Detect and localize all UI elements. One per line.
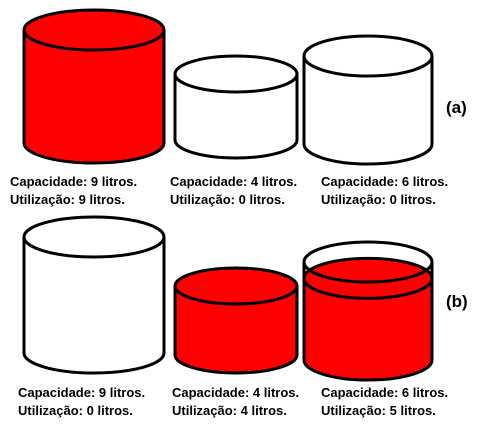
- cylinder-outline: [302, 262, 434, 382]
- caption-b2: Capacidade: 4 litros. Utilização: 4 litr…: [172, 384, 299, 420]
- usage-text: Utilização: 0 litros.: [170, 192, 285, 207]
- cylinder-outline: [22, 30, 166, 165]
- usage-text: Utilização: 9 litros.: [10, 192, 125, 207]
- capacity-text: Capacidade: 6 litros.: [321, 174, 449, 189]
- cylinder-outline: [173, 74, 299, 160]
- caption-b1: Capacidade: 9 litros. Utilização: 0 litr…: [18, 384, 145, 420]
- cylinder-body: [175, 56, 297, 158]
- container-b1: [22, 215, 166, 375]
- usage-text: Utilização: 0 litros.: [321, 192, 436, 207]
- row-a: [22, 8, 434, 166]
- usage-text: Utilização: 5 litros.: [321, 403, 436, 418]
- row-label-a: (a): [446, 98, 467, 117]
- capacity-text: Capacidade: 4 litros.: [170, 174, 298, 189]
- row-label-b: (b): [446, 292, 468, 311]
- caption-b3: Capacidade: 6 litros. Utilização: 5 litr…: [321, 384, 448, 420]
- caption-a1: Capacidade: 9 litros. Utilização: 9 litr…: [10, 173, 137, 209]
- container-a3: [302, 34, 434, 166]
- cylinder-outline: [173, 286, 299, 375]
- cylinder-top: [302, 34, 434, 78]
- usage-text: Utilização: 0 litros.: [18, 403, 133, 418]
- cylinder-outline: [22, 237, 166, 375]
- capacity-text: Capacidade: 9 litros.: [10, 174, 138, 189]
- container-b2: [173, 266, 299, 375]
- usage-text: Utilização: 4 litros.: [172, 403, 287, 418]
- cylinder-top: [302, 240, 434, 284]
- cylinder-top: [173, 266, 299, 306]
- cylinder-top: [173, 54, 299, 94]
- cylinder-outline: [302, 56, 434, 166]
- cylinder-body: [304, 36, 432, 164]
- cylinder-top: [22, 215, 166, 259]
- capacity-text: Capacidade: 4 litros.: [172, 385, 300, 400]
- capacity-text: Capacidade: 9 litros.: [18, 385, 146, 400]
- cylinder-body: [24, 217, 164, 373]
- liquid-surface: [302, 256, 434, 300]
- caption-a2: Capacidade: 4 litros. Utilização: 0 litr…: [170, 173, 297, 209]
- caption-a3: Capacidade: 6 litros. Utilização: 0 litr…: [321, 173, 448, 209]
- capacity-text: Capacidade: 6 litros.: [321, 385, 449, 400]
- row-b: [22, 215, 434, 382]
- container-a2: [173, 54, 299, 160]
- cylinder-top: [22, 8, 166, 52]
- container-b3: [302, 240, 434, 382]
- container-a1: [22, 8, 166, 165]
